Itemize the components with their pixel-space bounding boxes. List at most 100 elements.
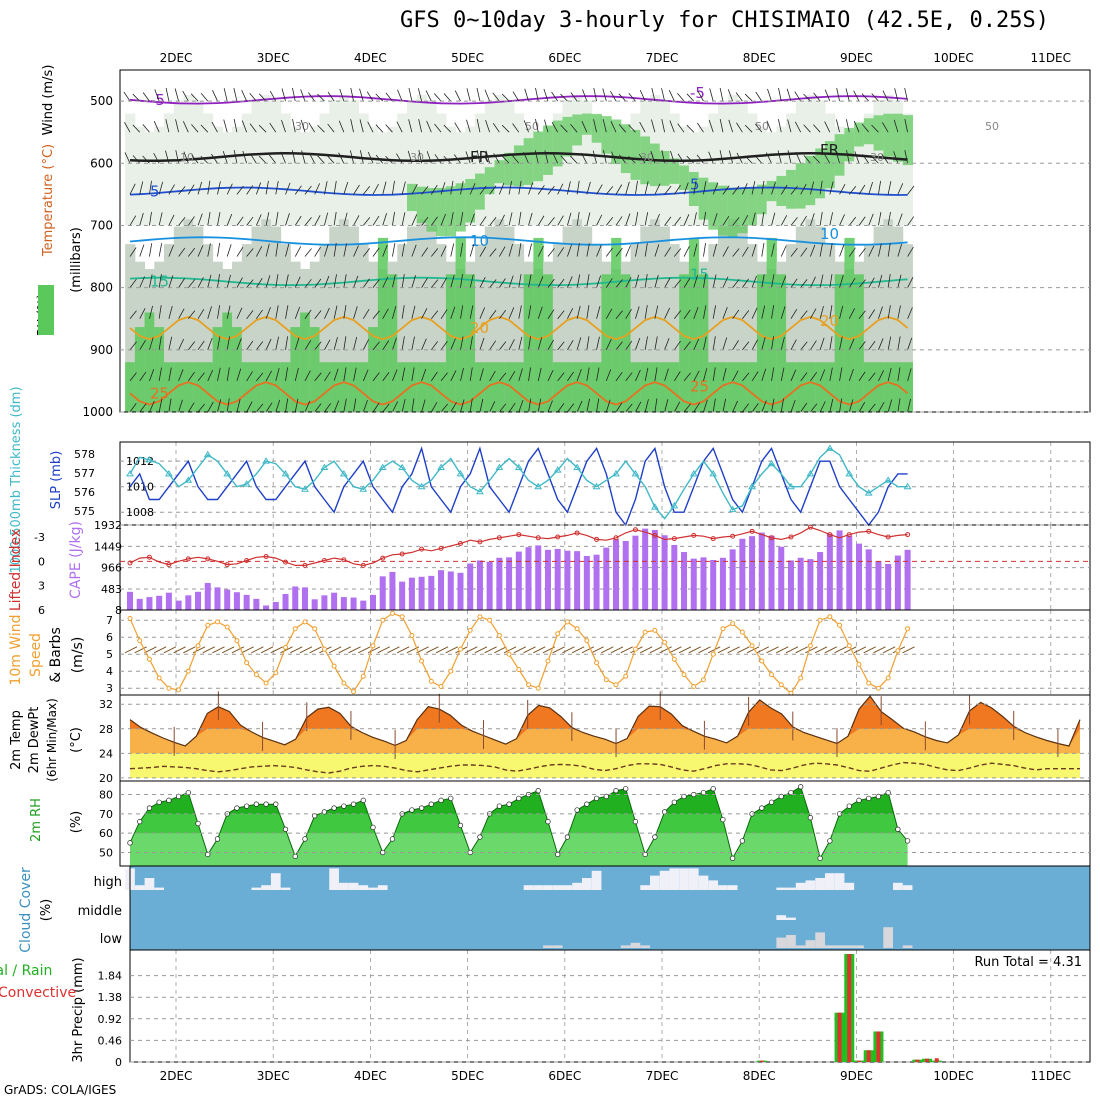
wind-barb-shaft — [635, 180, 638, 195]
wind-barb-shaft — [813, 124, 821, 133]
wind-barb-shaft — [349, 150, 354, 164]
li-marker — [749, 528, 755, 534]
rh-shade — [397, 113, 408, 226]
wind-barb — [362, 247, 371, 257]
wind10m-marker — [360, 673, 366, 679]
wind-barb-shaft — [256, 403, 264, 413]
wind-barb-shaft — [339, 88, 345, 102]
wind-barb-shaft — [469, 398, 473, 413]
rh-moist — [844, 237, 855, 412]
wind-barb — [294, 306, 301, 319]
wind-barb-shaft — [411, 305, 416, 319]
wind-barb — [560, 93, 568, 102]
wind-barb — [618, 124, 627, 133]
cape-bar — [447, 571, 454, 610]
wind-barb — [744, 155, 753, 164]
wind-barb-shaft — [732, 217, 740, 226]
wind-barb — [887, 212, 891, 226]
wind-barb-shaft — [304, 400, 311, 413]
wind-barb-shaft — [149, 305, 153, 319]
wind-barb-shaft — [207, 337, 213, 350]
wind-barb — [528, 274, 532, 288]
wind10m-barb — [707, 646, 721, 654]
wind-barb-shaft — [362, 308, 370, 319]
wind-barb — [493, 153, 500, 164]
wind-barb — [803, 124, 811, 133]
wind-barb-shaft — [304, 185, 312, 195]
wind-barb — [350, 119, 354, 133]
wind-barb — [722, 368, 727, 382]
wind-barb — [460, 305, 464, 319]
wind-barb — [712, 182, 719, 195]
wind-barb — [460, 336, 464, 350]
wind-barb — [625, 308, 632, 319]
wind-barb-shaft — [567, 212, 572, 226]
wind-barb-shaft — [761, 368, 767, 382]
wind10m-marker — [273, 670, 279, 676]
wind-barb — [158, 243, 163, 257]
wind-barb-shaft — [596, 398, 600, 413]
wind-barb — [712, 336, 716, 350]
thickness-marker — [553, 466, 562, 473]
wind-barb — [839, 398, 843, 413]
wind-barb — [372, 215, 380, 226]
wind-barb-shaft — [625, 372, 633, 382]
cloud-cell-high — [329, 868, 339, 890]
isotherm-line — [129, 236, 908, 246]
wind-barb-shaft — [732, 279, 740, 288]
wind-barb — [479, 337, 485, 350]
precip-legend-total: tal / Rain — [0, 963, 52, 979]
rh-moist — [222, 312, 233, 412]
wind-barb — [421, 368, 427, 382]
wind-barb — [191, 154, 199, 164]
wind-barb — [537, 306, 543, 319]
precip-tick: 1.38 — [98, 991, 123, 1004]
wind10m-barb — [503, 646, 517, 654]
wind-barb — [602, 88, 607, 102]
rh-shade — [844, 132, 855, 226]
wind-barb — [385, 92, 393, 102]
wind-barb — [615, 402, 623, 413]
wind-barb — [887, 367, 892, 381]
wind-barb-shaft — [281, 119, 286, 133]
wind-barb-shaft — [858, 184, 866, 195]
wind-barb — [557, 310, 565, 319]
wind-barb-shaft — [353, 367, 357, 381]
cloud-cell-low — [902, 945, 913, 948]
rh-shade — [572, 94, 583, 226]
wind10m-marker — [195, 643, 201, 649]
rh2m-marker — [438, 797, 444, 803]
credit-text: GrADS: COLA/IGES — [4, 1083, 117, 1097]
wind-barb-shaft — [625, 213, 631, 226]
wind-barb-shaft — [132, 155, 141, 164]
wind-barb-shaft — [654, 274, 659, 288]
wind-barb — [615, 216, 623, 226]
rh-moist — [125, 362, 136, 412]
wind-barb-shaft — [732, 309, 740, 319]
top-day-label: 8DEC — [743, 51, 776, 65]
wind-barb — [411, 275, 416, 288]
wind-barb — [544, 150, 549, 164]
wind-barb-shaft — [353, 306, 358, 319]
wind10m-barb — [260, 646, 274, 654]
wind-barb-shaft — [800, 279, 808, 288]
rh-shade — [212, 126, 223, 226]
wind-barb — [333, 243, 337, 257]
wind-barb — [236, 338, 242, 350]
rh-moist — [455, 237, 466, 412]
wind-barb-shaft — [686, 93, 695, 102]
wind-barb-shaft — [878, 370, 885, 382]
wind-barb — [168, 184, 175, 195]
wind-barb — [858, 402, 866, 413]
wind-barb-shaft — [211, 153, 218, 164]
wind-barb-shaft — [848, 216, 857, 226]
rh-shade — [543, 126, 554, 226]
wind-barb-shaft — [382, 181, 387, 195]
wind10m-barb — [562, 646, 575, 654]
cape-bar — [885, 563, 892, 610]
wind-barb-shaft — [887, 305, 891, 319]
wind-barb-shaft — [547, 248, 555, 257]
wind-barb-shaft — [258, 124, 267, 133]
wind-barb-shaft — [366, 91, 374, 102]
wind-barb — [794, 121, 802, 133]
